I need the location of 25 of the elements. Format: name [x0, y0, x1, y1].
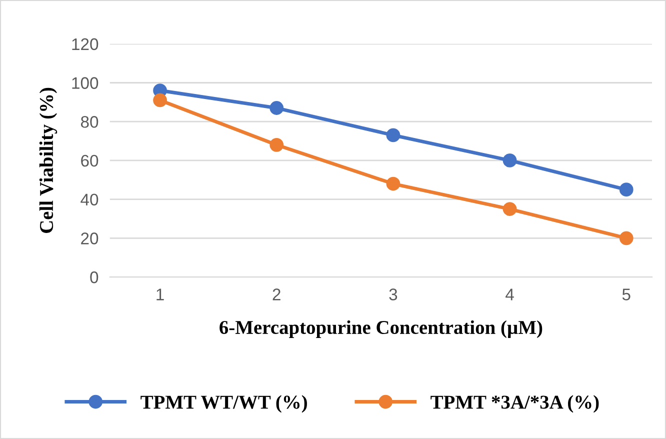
point — [270, 138, 284, 152]
point — [502, 202, 517, 216]
y-tick-label: 60 — [81, 154, 98, 167]
x-axis-title: 6-Mercaptopurine Concentration (µM) — [220, 320, 542, 338]
point — [386, 176, 400, 191]
point — [270, 101, 284, 115]
x-tick-label: 4 — [506, 288, 514, 300]
y-tick-label: 0 — [90, 271, 98, 284]
y-tick-label: 100 — [72, 77, 98, 89]
x-tick-label: 2 — [272, 288, 280, 300]
point — [502, 154, 517, 168]
point — [619, 182, 634, 197]
y-tick-label: 20 — [81, 232, 98, 244]
point — [153, 93, 167, 108]
x-tick-label: 1 — [156, 288, 164, 300]
point — [619, 231, 634, 246]
y-tick-label: 40 — [80, 194, 98, 206]
y-tick-label: 80 — [80, 116, 98, 128]
legend-label: TPMT WT/WT (%) — [140, 395, 307, 413]
x-tick-label: 3 — [389, 288, 398, 300]
point — [386, 128, 400, 142]
y-tick-label: 120 — [72, 38, 98, 50]
x-tick-label: 5 — [622, 288, 630, 300]
y-axis-title: Cell Viability (%) — [39, 88, 58, 233]
legend-label: TPMT *3A/*3A (%) — [430, 395, 599, 413]
